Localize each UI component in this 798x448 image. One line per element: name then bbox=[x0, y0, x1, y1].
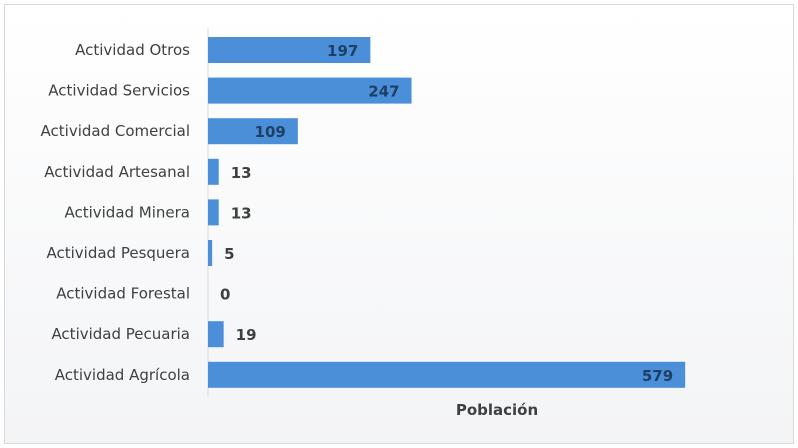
category-label: Actividad Pecuaria bbox=[51, 325, 190, 343]
bar bbox=[208, 37, 371, 63]
category-label: Actividad Minera bbox=[64, 203, 190, 221]
data-label: 197 bbox=[327, 42, 358, 60]
data-label: 19 bbox=[236, 326, 257, 344]
bar bbox=[208, 77, 412, 104]
data-label: 247 bbox=[368, 83, 399, 101]
data-label: 0 bbox=[220, 286, 230, 304]
category-label: Actividad Pesquera bbox=[46, 244, 190, 262]
bar bbox=[208, 240, 213, 266]
category-label: Actividad Comercial bbox=[41, 122, 190, 140]
category-label: Actividad Servicios bbox=[48, 82, 190, 100]
category-label: Actividad Otros bbox=[75, 41, 190, 59]
bar bbox=[208, 199, 219, 226]
bar bbox=[208, 118, 298, 145]
category-label: Actividad Forestal bbox=[56, 285, 190, 303]
data-label: 13 bbox=[231, 164, 252, 182]
data-label: 579 bbox=[642, 367, 673, 385]
bar bbox=[208, 361, 686, 388]
data-label: 13 bbox=[231, 204, 252, 222]
x-axis-title: Población bbox=[456, 401, 538, 419]
category-label: Actividad Artesanal bbox=[44, 163, 190, 181]
category-label: Actividad Agrícola bbox=[55, 366, 190, 384]
data-label: 5 bbox=[224, 245, 234, 263]
bar bbox=[208, 321, 224, 348]
data-label: 109 bbox=[255, 123, 286, 141]
bar bbox=[208, 158, 219, 185]
